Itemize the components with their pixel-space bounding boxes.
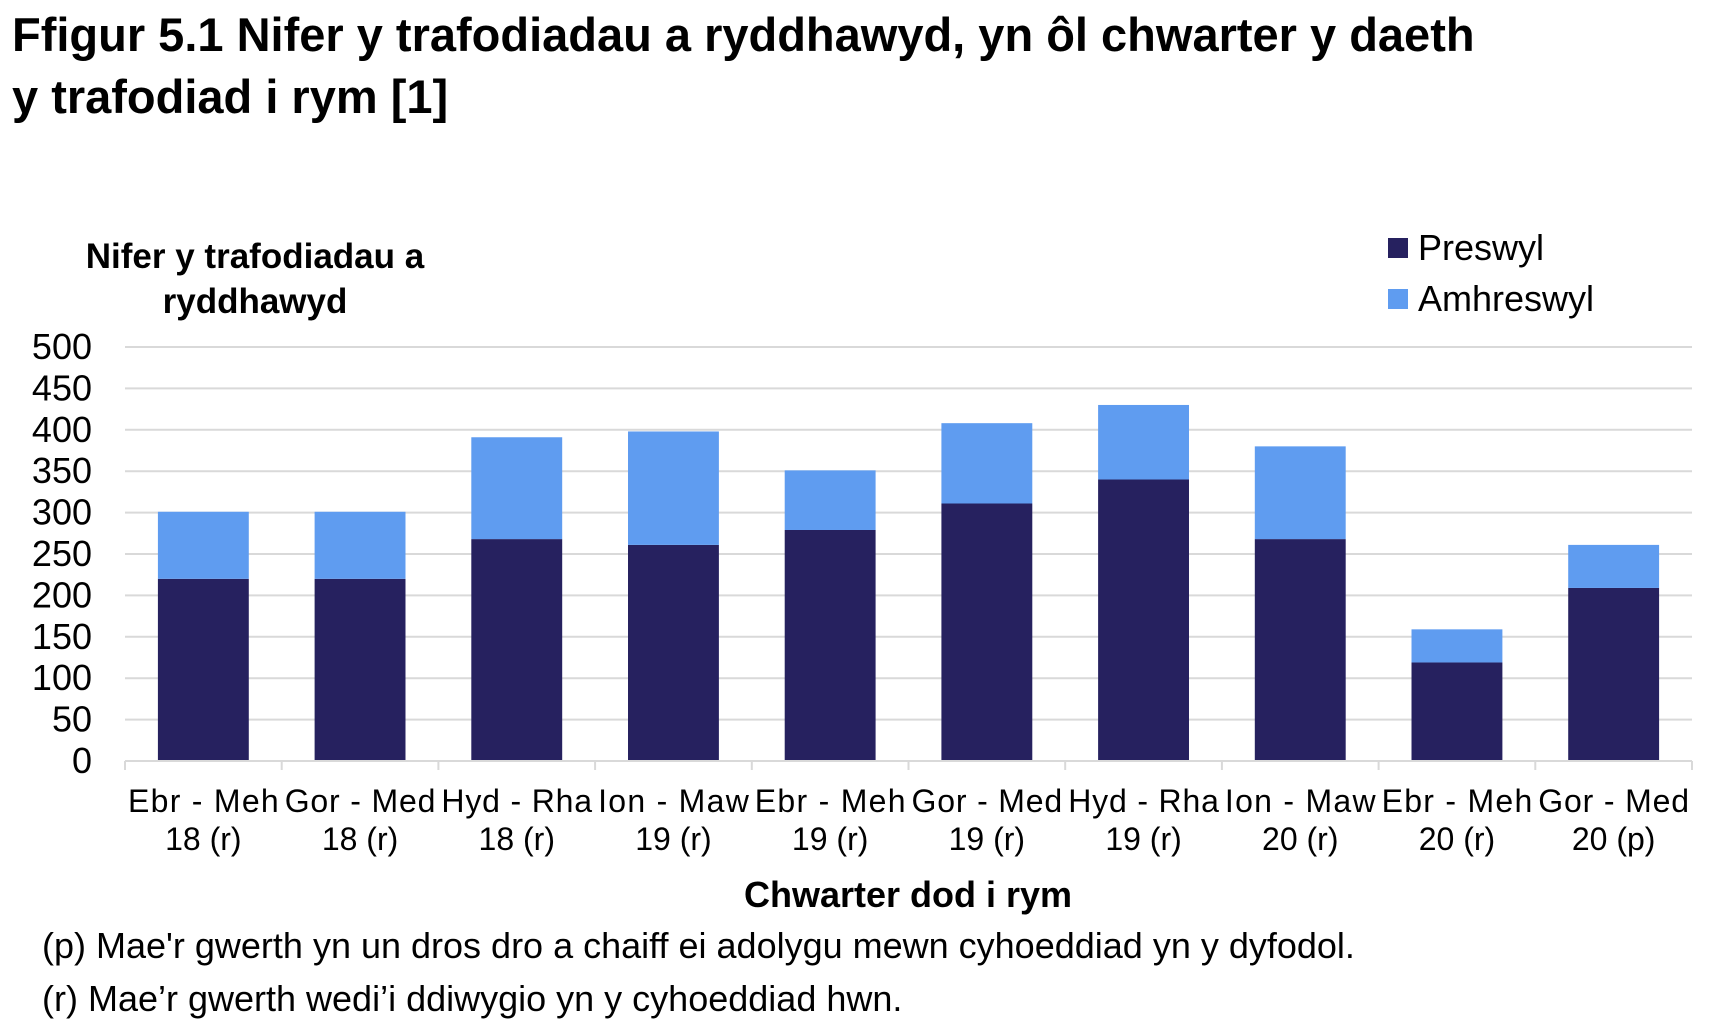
- bar-preswyl-0: [157, 578, 249, 761]
- bar-preswyl-4: [784, 529, 876, 761]
- legend-swatch-amhreswyl: [1388, 289, 1408, 309]
- y-tick-label-150: 150: [32, 616, 92, 657]
- y-tick-label-50: 50: [52, 699, 92, 740]
- bar-amhreswyl-5: [941, 423, 1033, 504]
- legend-label-amhreswyl: Amhreswyl: [1418, 278, 1594, 319]
- y-tick-label-500: 500: [32, 326, 92, 367]
- x-tick-label-2-line-1: Hyd - Rha: [441, 783, 592, 819]
- y-tick-label-300: 300: [32, 492, 92, 533]
- x-tick-label-6-line-1: Hyd - Rha: [1068, 783, 1219, 819]
- y-tick-label-250: 250: [32, 533, 92, 574]
- x-tick-label-5-line-1: Gor - Med: [912, 783, 1063, 819]
- bar-amhreswyl-0: [157, 511, 249, 579]
- bar-amhreswyl-3: [628, 431, 719, 545]
- bar-amhreswyl-7: [1254, 446, 1346, 540]
- bar-preswyl-8: [1411, 662, 1503, 761]
- footnote-revised: (r) Mae’r gwerth wedi’i ddiwygio yn y cy…: [42, 978, 903, 1019]
- x-tick-label-3-line-2: 19 (r): [635, 821, 711, 857]
- y-tick-label-200: 200: [32, 574, 92, 615]
- bar-preswyl-1: [314, 578, 406, 761]
- chart-title-line-1: Ffigur 5.1 Nifer y trafodiadau a ryddhaw…: [12, 8, 1475, 61]
- x-tick-label-8-line-2: 20 (r): [1419, 821, 1495, 857]
- y-tick-label-450: 450: [32, 367, 92, 408]
- bar-amhreswyl-8: [1411, 629, 1503, 663]
- y-tick-label-400: 400: [32, 409, 92, 450]
- legend-label-preswyl: Preswyl: [1418, 227, 1544, 268]
- y-axis-title-line-2: ryddhawyd: [163, 282, 348, 321]
- bar-preswyl-7: [1254, 539, 1346, 761]
- bar-preswyl-3: [628, 544, 719, 761]
- x-tick-label-9-line-1: Gor - Med: [1538, 783, 1689, 819]
- footnote-provisional: (p) Mae'r gwerth yn un dros dro a chaiff…: [42, 925, 1355, 966]
- x-tick-label-2-line-2: 18 (r): [479, 821, 555, 857]
- x-tick-label-6-line-2: 19 (r): [1105, 821, 1181, 857]
- x-tick-label-7-line-2: 20 (r): [1262, 821, 1338, 857]
- bar-amhreswyl-1: [314, 511, 406, 579]
- bar-amhreswyl-2: [471, 437, 563, 540]
- y-tick-label-100: 100: [32, 657, 92, 698]
- x-tick-label-1-line-2: 18 (r): [322, 821, 398, 857]
- x-tick-label-3-line-1: Ion - Maw: [598, 783, 750, 819]
- x-tick-label-7-line-1: Ion - Maw: [1225, 783, 1377, 819]
- y-tick-label-350: 350: [32, 450, 92, 491]
- bar-amhreswyl-4: [784, 470, 876, 530]
- x-tick-label-9-line-2: 20 (p): [1572, 821, 1656, 857]
- x-tick-label-5-line-2: 19 (r): [949, 821, 1025, 857]
- legend-swatch-preswyl: [1388, 238, 1408, 258]
- x-tick-label-4-line-1: Ebr - Meh: [755, 783, 906, 819]
- bar-preswyl-5: [941, 503, 1033, 761]
- x-axis-title: Chwarter dod i rym: [744, 874, 1072, 915]
- bar-preswyl-9: [1568, 587, 1660, 761]
- y-tick-label-0: 0: [72, 740, 92, 781]
- x-tick-label-0-line-1: Ebr - Meh: [128, 783, 279, 819]
- bar-preswyl-2: [471, 539, 563, 761]
- y-axis-title-line-1: Nifer y trafodiadau a: [86, 237, 425, 276]
- x-tick-label-4-line-2: 19 (r): [792, 821, 868, 857]
- x-tick-label-8-line-1: Ebr - Meh: [1382, 783, 1533, 819]
- bar-amhreswyl-9: [1568, 544, 1660, 588]
- chart-title-line-2: y trafodiad i rym [1]: [12, 70, 449, 123]
- x-tick-label-1-line-1: Gor - Med: [285, 783, 436, 819]
- bar-preswyl-6: [1098, 479, 1189, 761]
- chart-title: Ffigur 5.1 Nifer y trafodiadau a ryddhaw…: [12, 4, 1712, 128]
- x-tick-label-0-line-2: 18 (r): [165, 821, 241, 857]
- bar-amhreswyl-6: [1098, 404, 1189, 480]
